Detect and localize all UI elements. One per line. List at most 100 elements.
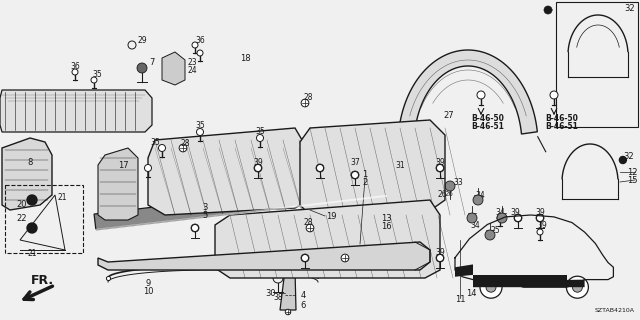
Text: 39: 39 xyxy=(435,157,445,166)
Polygon shape xyxy=(473,275,566,282)
Polygon shape xyxy=(2,138,52,210)
Circle shape xyxy=(436,254,444,261)
Text: 34: 34 xyxy=(495,207,505,217)
Text: 18: 18 xyxy=(240,53,250,62)
Circle shape xyxy=(255,164,262,172)
Circle shape xyxy=(477,91,485,99)
Circle shape xyxy=(301,254,308,261)
Text: 19: 19 xyxy=(326,212,337,220)
Text: 36: 36 xyxy=(195,36,205,44)
Circle shape xyxy=(197,50,203,56)
Text: 25: 25 xyxy=(490,226,500,235)
Circle shape xyxy=(159,145,166,151)
Text: 7: 7 xyxy=(149,58,155,67)
Polygon shape xyxy=(399,50,538,134)
Text: 12: 12 xyxy=(627,167,638,177)
Circle shape xyxy=(351,172,358,179)
Circle shape xyxy=(485,230,495,240)
Text: 23: 23 xyxy=(187,58,197,67)
Circle shape xyxy=(145,164,152,172)
Text: 8: 8 xyxy=(28,157,33,166)
Circle shape xyxy=(480,276,502,298)
Text: FR.: FR. xyxy=(31,274,54,286)
Circle shape xyxy=(192,42,198,48)
Circle shape xyxy=(473,195,483,205)
Text: 30: 30 xyxy=(266,289,276,298)
Text: 9: 9 xyxy=(145,278,150,287)
Text: 28: 28 xyxy=(303,218,313,227)
Circle shape xyxy=(196,129,204,135)
Circle shape xyxy=(436,164,444,172)
Text: 6: 6 xyxy=(300,300,306,309)
Polygon shape xyxy=(148,128,310,215)
Circle shape xyxy=(72,69,78,75)
Circle shape xyxy=(497,213,507,223)
Circle shape xyxy=(179,144,187,152)
Circle shape xyxy=(191,225,198,231)
Circle shape xyxy=(620,156,627,164)
Text: 28: 28 xyxy=(303,92,313,101)
Polygon shape xyxy=(280,270,296,310)
Circle shape xyxy=(445,181,455,191)
Polygon shape xyxy=(94,180,386,230)
Polygon shape xyxy=(162,52,185,85)
Polygon shape xyxy=(455,264,473,277)
Circle shape xyxy=(486,282,496,292)
Text: 5: 5 xyxy=(202,211,207,220)
Text: 11: 11 xyxy=(455,295,465,305)
Polygon shape xyxy=(215,200,440,278)
Text: 10: 10 xyxy=(143,286,153,295)
Text: 21: 21 xyxy=(58,193,67,202)
Circle shape xyxy=(257,134,264,141)
Text: 34: 34 xyxy=(475,190,485,199)
Polygon shape xyxy=(300,120,445,215)
Circle shape xyxy=(27,223,37,233)
Text: B-46-51: B-46-51 xyxy=(472,122,504,131)
Circle shape xyxy=(566,276,588,298)
Text: SZTAB4210A: SZTAB4210A xyxy=(595,308,635,313)
Text: B-46-51: B-46-51 xyxy=(545,122,579,131)
Text: 27: 27 xyxy=(444,110,454,119)
Text: 24: 24 xyxy=(187,66,197,75)
Circle shape xyxy=(550,91,558,99)
Polygon shape xyxy=(98,242,430,270)
Polygon shape xyxy=(0,90,152,132)
Text: 33: 33 xyxy=(453,178,463,187)
Text: 37: 37 xyxy=(350,157,360,166)
Circle shape xyxy=(27,195,37,205)
Circle shape xyxy=(544,6,552,14)
Polygon shape xyxy=(473,280,584,287)
Text: 38: 38 xyxy=(273,293,283,302)
Circle shape xyxy=(341,254,349,262)
Text: 34: 34 xyxy=(470,220,480,229)
Text: 26: 26 xyxy=(437,189,447,198)
Text: 39: 39 xyxy=(537,220,547,229)
Circle shape xyxy=(301,99,309,107)
Text: 17: 17 xyxy=(118,161,129,170)
Text: 36: 36 xyxy=(70,61,80,70)
Text: 14: 14 xyxy=(466,290,476,299)
Circle shape xyxy=(285,309,291,315)
Polygon shape xyxy=(220,240,255,276)
Circle shape xyxy=(137,63,147,73)
Circle shape xyxy=(306,224,314,232)
Text: 32: 32 xyxy=(623,151,634,161)
Text: 13: 13 xyxy=(381,213,392,222)
Circle shape xyxy=(317,164,323,172)
Circle shape xyxy=(467,213,477,223)
Text: 26: 26 xyxy=(445,191,454,197)
Text: 35: 35 xyxy=(195,121,205,130)
Text: B-46-50: B-46-50 xyxy=(545,114,579,123)
Text: 32: 32 xyxy=(624,4,635,12)
Circle shape xyxy=(497,215,503,221)
Text: 22: 22 xyxy=(16,213,26,222)
Text: 21: 21 xyxy=(28,249,36,258)
Polygon shape xyxy=(98,148,138,220)
Text: 35: 35 xyxy=(150,138,160,147)
Text: 39: 39 xyxy=(253,157,263,166)
Text: 35: 35 xyxy=(92,69,102,78)
Text: 28: 28 xyxy=(180,139,189,148)
Text: 39: 39 xyxy=(510,207,520,217)
Text: 4: 4 xyxy=(300,292,306,300)
Text: 1: 1 xyxy=(362,170,367,179)
